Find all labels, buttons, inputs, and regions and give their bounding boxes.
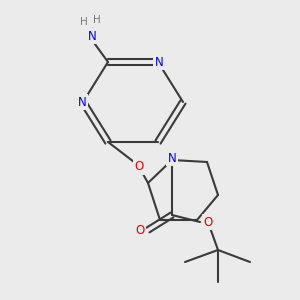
Text: H: H — [80, 17, 88, 27]
Text: N: N — [78, 95, 86, 109]
Text: O: O — [203, 215, 213, 229]
Text: O: O — [135, 224, 145, 236]
Text: N: N — [88, 29, 96, 43]
Text: N: N — [168, 152, 176, 164]
Text: H: H — [93, 15, 101, 25]
Text: O: O — [134, 160, 144, 173]
Text: N: N — [154, 56, 164, 68]
